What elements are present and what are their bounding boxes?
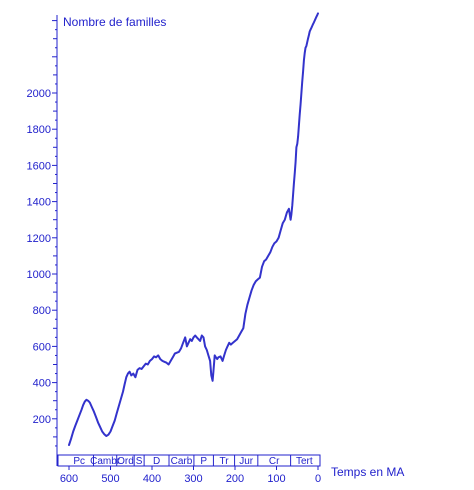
x-tick-label: 400 <box>143 473 161 485</box>
period-label: Tr <box>219 456 229 467</box>
y-tick-label: 800 <box>33 305 51 317</box>
period-label: P <box>200 456 207 467</box>
period-bar-frame <box>57 454 321 467</box>
series-group <box>68 12 319 446</box>
period-label: Tert <box>296 456 313 467</box>
y-tick-label: 1800 <box>27 124 51 136</box>
y-tick-label: 1200 <box>27 233 51 245</box>
period-label: D <box>153 456 160 467</box>
x-tick-label: 100 <box>267 473 285 485</box>
period-label: Jur <box>239 456 254 467</box>
period-label: Carb <box>171 456 193 467</box>
period-label: Pc <box>73 456 85 467</box>
x-tick-label: 0 <box>315 473 321 485</box>
y-tick-label: 1600 <box>27 160 51 172</box>
period-label: S <box>136 456 143 467</box>
y-axis-label: Nombre de familles <box>63 15 166 29</box>
x-tick-label: 600 <box>60 473 78 485</box>
period-label: Ord <box>117 456 134 467</box>
y-tick-label: 1000 <box>27 269 51 281</box>
y-tick-label: 1400 <box>27 197 51 209</box>
x-tick-label: 200 <box>226 473 244 485</box>
x-tick-label: 300 <box>184 473 202 485</box>
period-label: Cr <box>269 456 280 467</box>
y-axis-ticks: 200 400 600 800 1000 1200 1400 1600 1800 2000 <box>27 20 57 447</box>
y-tick-label: 600 <box>33 341 51 353</box>
y-tick-label: 2000 <box>27 88 51 100</box>
period-label: Cambr <box>90 456 121 467</box>
series-line <box>68 12 319 446</box>
x-axis-label: Temps en MA <box>331 465 404 479</box>
y-tick-label: 200 <box>33 414 51 426</box>
x-tick-label: 500 <box>101 473 119 485</box>
x-axis-ticks: 600 500 400 300 200 100 0 <box>60 466 321 485</box>
y-tick-label: 400 <box>33 378 51 390</box>
